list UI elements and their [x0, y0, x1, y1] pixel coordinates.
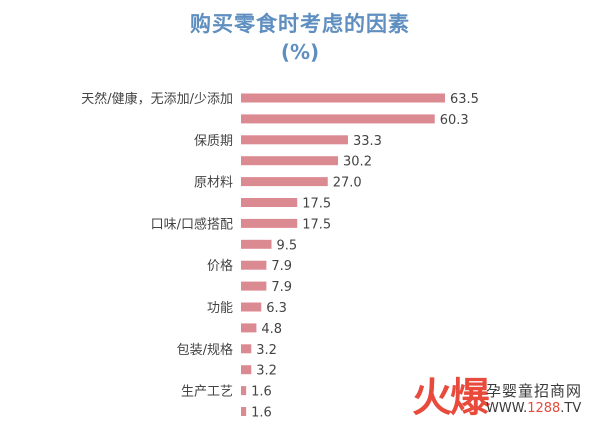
bar	[241, 114, 435, 124]
chart-subtitle: (%)	[280, 40, 320, 64]
data-label: 1.6	[251, 385, 272, 400]
category-label: 功能	[207, 301, 233, 316]
bar	[241, 386, 247, 396]
bar	[241, 323, 257, 333]
category-label: 原材料	[194, 176, 233, 191]
bar	[241, 218, 298, 228]
watermark-brand: 孕婴童招商网	[486, 382, 583, 400]
watermark-url: WWW.1288.TV	[486, 401, 582, 416]
bar	[241, 260, 267, 270]
bar	[241, 407, 247, 416]
category-label: 口味/口感搭配	[151, 216, 233, 232]
data-label: 3.2	[256, 343, 277, 358]
data-label: 63.5	[450, 92, 479, 107]
data-label: 30.2	[343, 155, 372, 170]
category-label: 保质期	[194, 134, 233, 149]
watermark-logo: 火爆	[412, 374, 490, 421]
data-label: 33.3	[353, 134, 382, 149]
category-label: 包装/规格	[177, 342, 233, 358]
watermark: 火爆 孕婴童招商网 WWW.1288.TV	[412, 374, 600, 427]
data-label: 17.5	[302, 217, 331, 232]
data-label: 60.3	[440, 113, 469, 128]
bar	[241, 93, 445, 103]
bar	[241, 302, 262, 312]
data-label: 4.8	[261, 322, 282, 337]
chart-title: 购买零食时考虑的因素	[190, 12, 410, 36]
bar	[241, 344, 252, 354]
bar	[241, 281, 267, 291]
bar	[241, 156, 339, 166]
data-label: 9.5	[277, 238, 298, 253]
data-label: 17.5	[302, 197, 331, 212]
data-label: 7.9	[271, 280, 292, 295]
bar	[241, 198, 298, 207]
data-label: 7.9	[271, 259, 292, 274]
data-label: 3.2	[256, 364, 277, 379]
bar	[241, 135, 348, 145]
bar	[241, 239, 272, 249]
category-label: 生产工艺	[181, 385, 233, 400]
data-label: 1.6	[251, 406, 272, 421]
category-label: 天然/健康，无添加/少添加	[81, 91, 233, 107]
bar	[241, 365, 252, 375]
data-label: 27.0	[333, 176, 362, 191]
bar	[241, 177, 328, 187]
data-label: 6.3	[266, 301, 287, 316]
category-label: 价格	[207, 258, 233, 274]
